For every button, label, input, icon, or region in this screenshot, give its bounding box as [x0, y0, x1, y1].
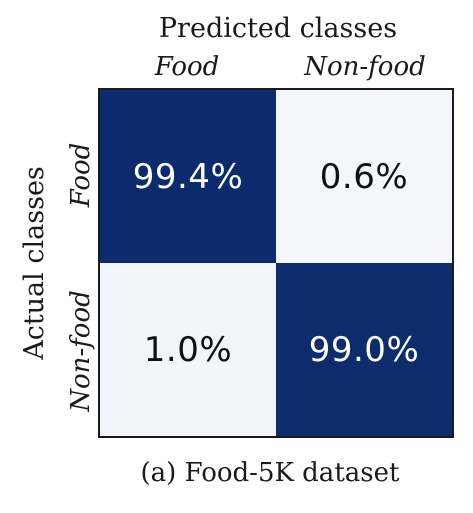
cell-actual-food-predicted-non-food: 0.6%: [276, 90, 452, 263]
cell-value-label: 99.0%: [308, 329, 420, 370]
row-label-non-food: Non-food: [66, 290, 96, 412]
cell-value-label: 99.4%: [132, 156, 244, 197]
column-label-food: Food: [154, 52, 220, 82]
row-label-food: Food: [66, 142, 96, 208]
top-axis-title: Predicted classes: [158, 13, 398, 44]
confusion-matrix: 99.4% 0.6% 1.0% 99.0%: [98, 88, 454, 438]
figure-caption: (a) Food-5K dataset: [140, 458, 400, 488]
cell-value-label: 0.6%: [319, 156, 409, 197]
cell-actual-non-food-predicted-food: 1.0%: [100, 263, 276, 436]
side-axis-title: Actual classes: [19, 166, 50, 360]
cell-value-label: 1.0%: [143, 329, 233, 370]
cell-actual-non-food-predicted-non-food: 99.0%: [276, 263, 452, 436]
cell-actual-food-predicted-food: 99.4%: [100, 90, 276, 263]
column-label-non-food: Non-food: [304, 52, 426, 82]
